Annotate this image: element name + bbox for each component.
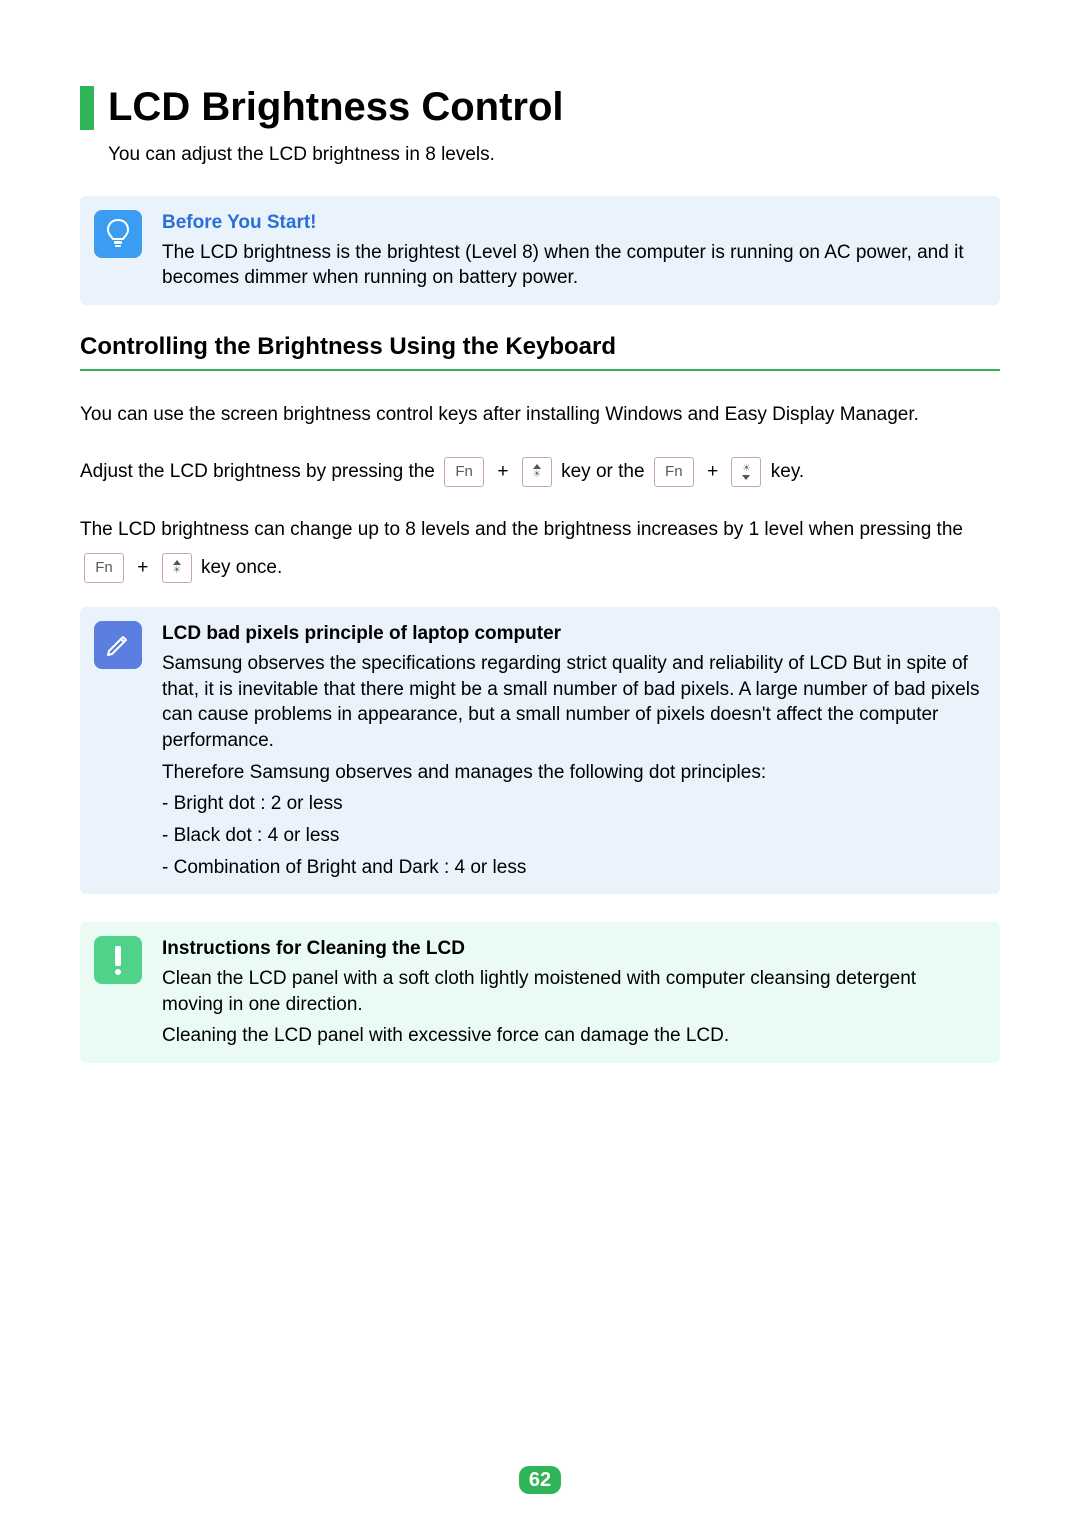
fn-key: Fn xyxy=(444,457,484,487)
note-p1: Samsung observes the specifications rega… xyxy=(162,651,982,754)
note-heading: LCD bad pixels principle of laptop compu… xyxy=(162,621,982,647)
text-fragment: Adjust the LCD brightness by pressing th… xyxy=(80,461,435,482)
arrow-down-icon xyxy=(742,475,750,480)
note-callout: LCD bad pixels principle of laptop compu… xyxy=(80,607,1000,894)
caution-p1: Clean the LCD panel with a soft cloth li… xyxy=(162,966,982,1017)
text-fragment: key or the xyxy=(561,461,644,482)
note-bullet-1: - Bright dot : 2 or less xyxy=(162,791,982,817)
title-accent-bar xyxy=(80,86,94,130)
key-instruction-line-2: The LCD brightness can change up to 8 le… xyxy=(80,511,1000,587)
text-fragment: key once. xyxy=(201,557,282,578)
sun-icon: ☀ xyxy=(172,566,181,576)
tip-callout: Before You Start! The LCD brightness is … xyxy=(80,196,1000,305)
fn-key: Fn xyxy=(654,457,694,487)
brightness-down-key: ☀ xyxy=(731,457,761,487)
key-instruction-line-1: Adjust the LCD brightness by pressing th… xyxy=(80,453,1000,491)
paragraph-1: You can use the screen brightness contro… xyxy=(80,401,1000,430)
caution-heading: Instructions for Cleaning the LCD xyxy=(162,936,982,962)
plus-text: + xyxy=(497,461,508,482)
lightbulb-icon xyxy=(94,210,142,258)
sun-icon: ☀ xyxy=(742,464,751,474)
tip-body: Before You Start! The LCD brightness is … xyxy=(162,210,982,291)
page-subtitle: You can adjust the LCD brightness in 8 l… xyxy=(108,144,1000,166)
exclamation-icon xyxy=(94,936,142,984)
note-bullet-3: - Combination of Bright and Dark : 4 or … xyxy=(162,855,982,881)
sun-icon: ☀ xyxy=(532,470,541,480)
section-rule xyxy=(80,369,1000,371)
pencil-icon xyxy=(94,621,142,669)
plus-text: + xyxy=(137,557,148,578)
note-bullet-2: - Black dot : 4 or less xyxy=(162,823,982,849)
text-fragment: key. xyxy=(771,461,804,482)
caution-body: Instructions for Cleaning the LCD Clean … xyxy=(162,936,982,1049)
note-body: LCD bad pixels principle of laptop compu… xyxy=(162,621,982,880)
title-row: LCD Brightness Control xyxy=(80,85,1000,130)
page-number-badge: 62 xyxy=(519,1466,561,1494)
caution-p2: Cleaning the LCD panel with excessive fo… xyxy=(162,1023,982,1049)
fn-key: Fn xyxy=(84,553,124,583)
text-fragment: The LCD brightness can change up to 8 le… xyxy=(80,519,963,540)
page-title: LCD Brightness Control xyxy=(108,85,564,130)
tip-text: The LCD brightness is the brightest (Lev… xyxy=(162,240,982,291)
caution-callout: Instructions for Cleaning the LCD Clean … xyxy=(80,922,1000,1063)
section-heading: Controlling the Brightness Using the Key… xyxy=(80,333,1000,361)
brightness-up-key: ☀ xyxy=(162,553,192,583)
tip-heading: Before You Start! xyxy=(162,210,982,236)
plus-text: + xyxy=(707,461,718,482)
note-p2: Therefore Samsung observes and manages t… xyxy=(162,760,982,786)
brightness-up-key: ☀ xyxy=(522,457,552,487)
